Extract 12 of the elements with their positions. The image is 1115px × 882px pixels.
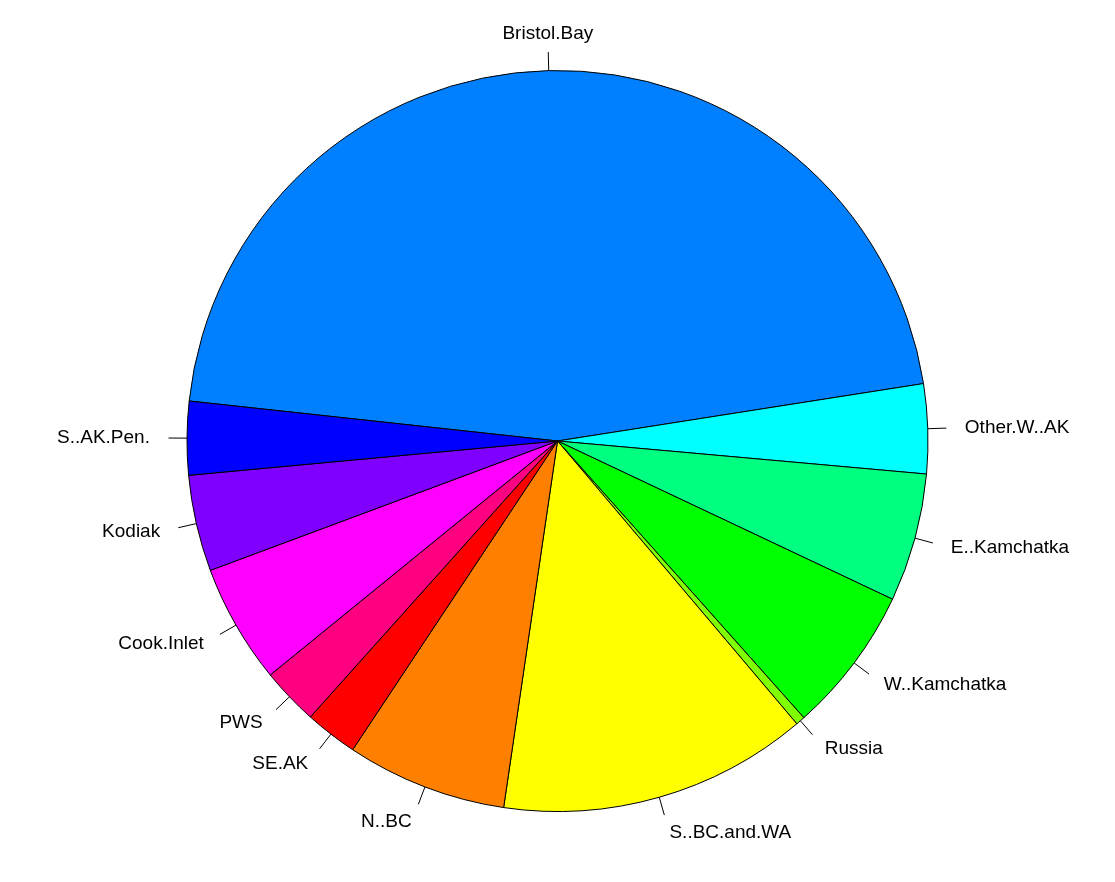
- slice-label: Kodiak: [102, 520, 161, 542]
- slice-label: E..Kamchatka: [950, 536, 1070, 558]
- slice-label: Bristol.Bay: [502, 21, 594, 43]
- slice-label: Other.W..AK: [964, 415, 1070, 437]
- slice-label: Cook.Inlet: [118, 631, 205, 653]
- slice-label: PWS: [219, 710, 263, 732]
- slice-label: SE.AK: [252, 751, 309, 773]
- slice-label: S..BC.and.WA: [669, 821, 792, 843]
- slice-label: S..AK.Pen.: [57, 426, 150, 448]
- slice-label: W..Kamchatka: [883, 673, 1007, 695]
- slice-label: Russia: [824, 737, 884, 758]
- slice-label: N..BC: [361, 809, 412, 831]
